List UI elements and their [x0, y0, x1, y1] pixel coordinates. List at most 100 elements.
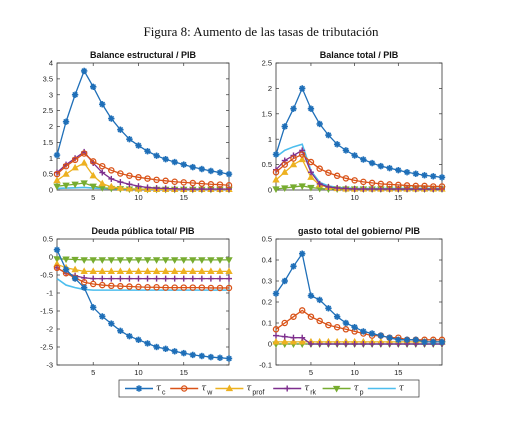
y-tick-label: -2.5	[40, 343, 53, 352]
data-point	[80, 257, 88, 264]
y-tick-label: -1	[46, 289, 53, 298]
data-point	[162, 275, 169, 282]
data-point	[281, 319, 288, 327]
series-line	[56, 267, 229, 289]
data-point	[189, 284, 197, 291]
data-point	[171, 275, 178, 282]
data-point	[430, 173, 437, 180]
data-point	[135, 336, 142, 343]
data-point	[225, 257, 233, 264]
data-point	[403, 182, 411, 189]
data-point	[189, 163, 196, 171]
x-tick-label: 10	[350, 368, 358, 377]
data-point	[198, 275, 205, 282]
series-line	[56, 152, 230, 186]
data-point	[98, 267, 106, 275]
data-point	[198, 186, 205, 193]
series-tau_p	[53, 256, 233, 264]
data-point	[307, 341, 314, 347]
data-point	[216, 284, 224, 292]
data-point	[403, 336, 411, 343]
y-tick-label: 0.3	[262, 277, 272, 286]
data-point	[80, 180, 88, 188]
data-point	[98, 179, 106, 187]
data-point	[135, 275, 142, 282]
data-point	[144, 148, 151, 155]
data-point	[281, 168, 289, 175]
legend-symbol: τ	[304, 384, 310, 394]
series-line	[275, 153, 442, 188]
data-point	[126, 136, 133, 143]
data-point	[126, 333, 133, 340]
figure-title: Figura 8: Aumento de las tasas de tribut…	[143, 24, 379, 39]
series-tau_w	[272, 151, 446, 190]
data-point	[316, 180, 323, 187]
y-tick-label: 0	[268, 340, 272, 349]
data-point	[80, 284, 88, 291]
data-point	[198, 284, 206, 291]
data-point	[342, 147, 350, 154]
data-point	[403, 169, 411, 176]
data-point	[290, 334, 297, 341]
data-point	[333, 313, 341, 320]
x-tick-label: 10	[134, 193, 142, 202]
data-point	[143, 257, 152, 264]
data-point	[198, 180, 206, 187]
data-point	[189, 257, 197, 264]
data-point	[225, 267, 233, 275]
data-point	[80, 150, 88, 157]
y-tick-label: 1	[49, 154, 53, 163]
data-point	[53, 176, 61, 184]
legend-subscript: c	[162, 390, 166, 397]
data-point	[307, 184, 315, 192]
data-point	[53, 183, 61, 191]
data-point	[161, 267, 170, 275]
data-point	[395, 181, 402, 189]
legend-marker	[135, 385, 143, 392]
data-point	[307, 105, 315, 112]
data-point	[162, 345, 169, 352]
data-point	[117, 327, 124, 334]
data-point	[404, 185, 411, 192]
x-tick-label: 10	[350, 193, 358, 202]
legend-item-tau: τ	[367, 384, 405, 394]
y-tick-label: 0.1	[262, 319, 272, 328]
data-point	[307, 313, 315, 320]
data-point	[116, 184, 125, 191]
data-point	[180, 257, 188, 264]
data-point	[272, 337, 280, 345]
data-point	[386, 334, 393, 341]
panel-4: gasto total del gobierno/ PIB -0.1 0 0.1 0.2…	[259, 226, 446, 377]
data-point	[152, 267, 161, 275]
data-point	[98, 257, 106, 264]
data-point	[89, 267, 97, 275]
data-point	[360, 156, 367, 163]
data-point	[386, 341, 393, 347]
data-point	[342, 326, 350, 333]
data-point	[117, 282, 124, 290]
data-point	[99, 281, 106, 289]
data-point	[290, 155, 297, 162]
data-point	[325, 341, 332, 347]
data-point	[368, 330, 376, 337]
x-tick-label: 15	[180, 368, 188, 377]
x-tick-label: 5	[91, 368, 95, 377]
x-tick-label: 5	[91, 193, 95, 202]
data-point	[62, 266, 70, 273]
data-point	[62, 162, 70, 170]
data-point	[395, 166, 402, 174]
data-point	[325, 305, 332, 312]
data-point	[298, 183, 306, 190]
data-point	[89, 158, 97, 165]
data-point	[290, 313, 297, 320]
data-point	[99, 169, 106, 176]
data-point	[62, 256, 70, 264]
data-point	[89, 280, 97, 288]
data-point	[198, 165, 206, 173]
data-point	[272, 290, 280, 297]
data-point	[108, 282, 115, 290]
legend-marker	[284, 385, 291, 392]
data-point	[171, 257, 179, 264]
